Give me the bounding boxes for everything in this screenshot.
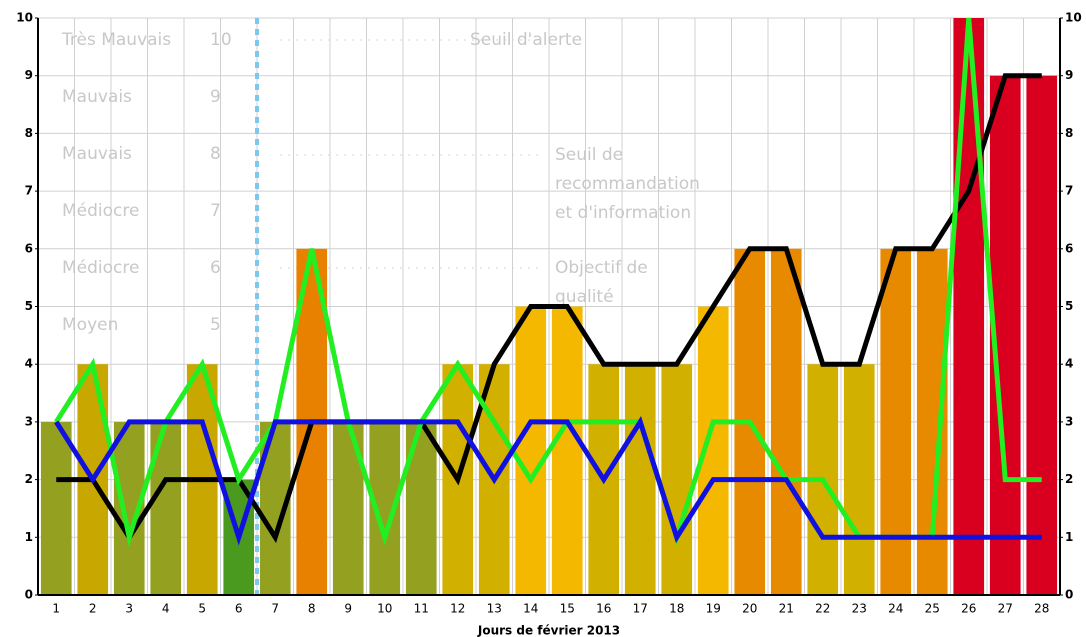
watermark-level: Médiocre xyxy=(62,258,139,278)
x-tick-label: 16 xyxy=(596,602,611,616)
y-tick-label: 8 xyxy=(25,126,33,140)
watermark-threshold: qualité xyxy=(555,287,614,307)
bar xyxy=(770,248,802,596)
y-tick-label: 7 xyxy=(25,184,33,198)
watermark-threshold: Seuil de xyxy=(555,145,623,165)
x-tick-label: 17 xyxy=(633,602,648,616)
y-tick-label: 5 xyxy=(25,299,33,313)
y2-tick-label: 4 xyxy=(1065,357,1073,371)
x-axis-label: Jours de février 2013 xyxy=(477,624,620,637)
watermark-index: 7 xyxy=(210,201,221,221)
x-tick-label: 28 xyxy=(1034,602,1049,616)
y2-tick-label: 9 xyxy=(1065,68,1073,82)
x-tick-label: 2 xyxy=(89,602,97,616)
x-tick-label: 8 xyxy=(308,602,316,616)
x-tick-label: 1 xyxy=(52,602,60,616)
x-tick-label: 27 xyxy=(998,602,1013,616)
x-tick-label: 4 xyxy=(162,602,170,616)
x-tick-label: 12 xyxy=(450,602,465,616)
x-tick-label: 13 xyxy=(487,602,502,616)
bar xyxy=(1026,75,1058,595)
y-tick-label: 6 xyxy=(25,241,33,255)
y-tick-label: 4 xyxy=(25,357,33,371)
y2-tick-label: 1 xyxy=(1065,530,1073,544)
x-tick-label: 7 xyxy=(271,602,279,616)
bar xyxy=(843,364,875,595)
x-tick-label: 25 xyxy=(925,602,940,616)
x-tick-label: 22 xyxy=(815,602,830,616)
y-tick-label: 2 xyxy=(25,472,33,486)
line-series xyxy=(54,416,1042,546)
y2-tick-label: 3 xyxy=(1065,414,1073,428)
watermark-index: 5 xyxy=(210,315,221,335)
x-tick-label: 21 xyxy=(779,602,794,616)
y2-tick-label: 2 xyxy=(1065,472,1073,486)
x-tick-label: 14 xyxy=(523,602,538,616)
watermark-index: 10 xyxy=(210,30,232,50)
bar xyxy=(551,306,583,595)
x-tick-label: 5 xyxy=(198,602,206,616)
y2-tick-label: 6 xyxy=(1065,241,1073,255)
watermark-threshold: recommandation xyxy=(555,174,700,194)
watermark-index: 6 xyxy=(210,258,221,278)
y-tick-label: 10 xyxy=(16,11,33,25)
x-tick-label: 3 xyxy=(125,602,133,616)
y2-tick-label: 0 xyxy=(1065,588,1073,602)
watermark-level: Mauvais xyxy=(62,144,132,164)
x-tick-label: 20 xyxy=(742,602,757,616)
bar xyxy=(916,248,948,596)
watermark-level: Médiocre xyxy=(62,201,139,221)
y-tick-label: 0 xyxy=(25,588,33,602)
watermark-threshold: Objectif de xyxy=(555,258,648,278)
x-tick-label: 15 xyxy=(560,602,575,616)
x-tick-label: 23 xyxy=(852,602,867,616)
x-tick-label: 9 xyxy=(344,602,352,616)
watermark-level: Moyen xyxy=(62,315,118,335)
watermark-threshold: Seuil d'alerte xyxy=(470,30,582,50)
bar xyxy=(40,421,72,595)
y-tick-label: 1 xyxy=(25,530,33,544)
bar xyxy=(624,364,656,595)
y-tick-label: 9 xyxy=(25,68,33,82)
watermark-index: 9 xyxy=(210,87,221,107)
watermark-level: Très Mauvais xyxy=(61,30,171,50)
watermark-level: Mauvais xyxy=(62,87,132,107)
y2-tick-label: 5 xyxy=(1065,299,1073,313)
x-tick-label: 11 xyxy=(414,602,429,616)
bar xyxy=(515,306,547,595)
y2-tick-label: 10 xyxy=(1065,11,1082,25)
x-tick-label: 6 xyxy=(235,602,243,616)
x-tick-label: 18 xyxy=(669,602,684,616)
watermark-index: 8 xyxy=(210,144,221,164)
bar xyxy=(880,248,912,596)
x-tick-label: 26 xyxy=(961,602,976,616)
watermark-threshold: et d'information xyxy=(555,203,691,223)
x-tick-label: 24 xyxy=(888,602,903,616)
x-tick-label: 10 xyxy=(377,602,392,616)
x-tick-label: 19 xyxy=(706,602,721,616)
y2-tick-label: 8 xyxy=(1065,126,1073,140)
y-tick-label: 3 xyxy=(25,414,33,428)
bar xyxy=(953,18,985,595)
y2-tick-label: 7 xyxy=(1065,184,1073,198)
bar xyxy=(661,364,693,595)
